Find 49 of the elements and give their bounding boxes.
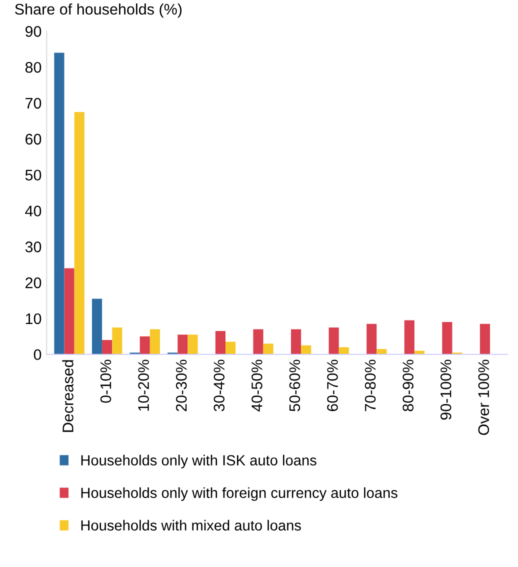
- x-tick-label: 10-20%: [138, 360, 149, 411]
- x-tick-label: 60-70%: [327, 360, 338, 412]
- x-tick-label: Decreased: [62, 360, 74, 432]
- bar: [290, 329, 302, 354]
- x-tick-label: 0-10%: [100, 360, 112, 403]
- bar: [150, 329, 160, 354]
- bar: [178, 334, 188, 354]
- y-tick-label: 40: [25, 206, 42, 216]
- x-tick-label: 70-80%: [364, 360, 376, 412]
- bar: [301, 345, 312, 354]
- y-tick-label: 20: [26, 277, 42, 288]
- y-tick-label: 30: [25, 242, 42, 252]
- legend-label: Households only with foreign currency auto loans: [81, 487, 398, 501]
- bar: [263, 344, 274, 354]
- x-tick-label: 80-90%: [402, 360, 414, 412]
- bar: [92, 298, 102, 354]
- bar: [54, 52, 64, 354]
- x-tick-label: Over 100%: [478, 360, 490, 435]
- bar: [253, 329, 264, 354]
- bar: [404, 320, 414, 354]
- bar: [74, 112, 84, 354]
- bar: [338, 347, 349, 354]
- bar: [188, 334, 198, 354]
- bar: [328, 327, 339, 354]
- bar: [112, 327, 122, 354]
- bar: [366, 324, 377, 354]
- x-tick-label: 40-50%: [252, 360, 262, 412]
- y-tick-label: 90: [25, 26, 42, 37]
- legend-label: Households only with ISK auto loans: [81, 454, 316, 468]
- legend-label: Households with mixed auto loans: [81, 520, 301, 531]
- y-tick-label: 10: [26, 313, 42, 324]
- y-tick-label: 0: [34, 349, 42, 360]
- x-tick-label: 90-100%: [440, 360, 452, 420]
- bar: [480, 324, 490, 354]
- chart-title: Share of households (%): [15, 3, 182, 18]
- y-tick-label: 50: [25, 170, 42, 181]
- bar: [442, 322, 452, 354]
- bar: [376, 348, 387, 354]
- x-tick-label: 50-60%: [289, 360, 300, 412]
- x-tick-label: 20-30%: [176, 360, 187, 412]
- bar: [215, 331, 226, 354]
- y-tick-label: 60: [26, 134, 42, 145]
- bar: [102, 340, 112, 354]
- y-tick-label: 70: [26, 98, 42, 109]
- bar: [140, 336, 150, 354]
- bar: [225, 342, 236, 354]
- x-tick-label: 30-40%: [214, 360, 225, 412]
- y-tick-label: 80: [25, 62, 42, 73]
- bar: [64, 268, 74, 354]
